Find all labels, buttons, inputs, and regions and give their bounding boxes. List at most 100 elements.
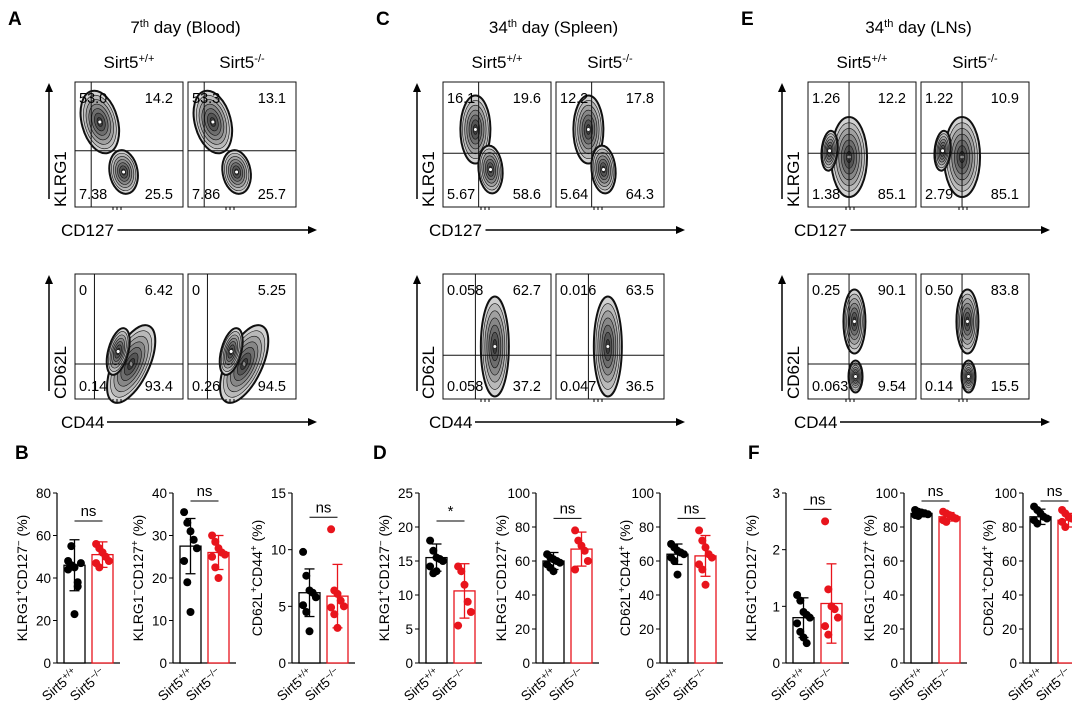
- data-point-wt: [796, 596, 805, 605]
- quadrant-value-upper-left: 0.016: [560, 283, 596, 299]
- data-point-ko: [211, 537, 220, 546]
- data-point-wt: [438, 557, 447, 565]
- x-axis-label: CD127: [429, 221, 482, 240]
- y-axis-label: CD62L: [784, 346, 803, 399]
- flow-plot-top: 16.1 19.6 5.67 58.6: [442, 81, 552, 210]
- population-contour: [192, 89, 234, 155]
- significance-label: ns: [197, 483, 213, 500]
- quadrant-value-upper-left: 1.26: [812, 91, 840, 107]
- population-contour: [592, 295, 623, 398]
- data-point-ko: [214, 574, 223, 582]
- data-point-ko: [824, 585, 833, 594]
- population-contour: [79, 89, 121, 155]
- quadrant-value-upper-left: 12.2: [560, 91, 588, 107]
- data-point-ko: [951, 514, 960, 523]
- data-point-ko: [457, 567, 466, 576]
- population-contour: [221, 149, 252, 195]
- quadrant-value-lower-right: 9.54: [878, 379, 906, 395]
- significance-label: ns: [1047, 483, 1063, 500]
- data-point-wt: [802, 639, 811, 648]
- y-tick-label: 10: [398, 588, 413, 603]
- y-tick-label: 20: [883, 622, 898, 637]
- quadrant-value-upper-right: 13.1: [258, 91, 286, 107]
- flow-plot-bottom: 0.016 63.5 0.047 36.5: [555, 273, 665, 402]
- data-point-ko: [333, 623, 342, 632]
- data-point-wt: [923, 510, 932, 519]
- data-point-ko: [942, 517, 951, 526]
- arrow-head-icon: [413, 83, 421, 92]
- quadrant-value-upper-left: 53.3: [192, 91, 220, 107]
- data-point-ko: [571, 526, 580, 535]
- data-point-wt: [679, 550, 688, 559]
- y-tick-label: 3: [772, 486, 780, 501]
- genotype-label: Sirt5-/-: [219, 53, 265, 72]
- bar-wt: [666, 553, 689, 664]
- data-point-wt: [64, 565, 73, 574]
- data-point-wt: [311, 593, 320, 602]
- data-point-wt: [186, 527, 195, 536]
- y-tick-label: 20: [398, 520, 413, 535]
- quadrant-value-lower-right: 94.5: [258, 379, 286, 395]
- y-tick-label: 25: [398, 486, 413, 501]
- significance-label: ns: [316, 499, 332, 516]
- data-point-ko: [1061, 523, 1070, 531]
- data-point-ko: [707, 553, 716, 562]
- quadrant-value-upper-right: 5.25: [258, 283, 286, 299]
- y-axis-title: CD62L+CD44+ (%): [249, 520, 266, 637]
- data-point-ko: [95, 563, 104, 572]
- genotype-label: Sirt5+/+: [837, 53, 888, 72]
- bar-ko: [1057, 519, 1072, 664]
- y-tick-label: 15: [271, 486, 286, 501]
- y-axis-title: KLRG1+CD127− (%): [743, 515, 760, 642]
- data-point-ko: [211, 563, 220, 572]
- quadrant-value-lower-right: 25.7: [258, 187, 286, 203]
- y-tick-label: 80: [883, 520, 898, 535]
- flow-plot-bottom: 0.058 62.7 0.058 37.2: [442, 273, 552, 402]
- arrow-head-icon: [45, 83, 53, 92]
- data-point-wt: [302, 608, 311, 616]
- data-point-wt: [180, 508, 189, 517]
- arrow-head-icon: [778, 83, 786, 92]
- quadrant-value-lower-right: 15.5: [991, 379, 1019, 395]
- quadrant-value-lower-left: 0.26: [192, 379, 220, 395]
- data-point-ko: [571, 565, 580, 574]
- bar-ko: [938, 516, 961, 664]
- data-point-wt: [429, 546, 438, 555]
- quadrant-value-lower-left: 7.86: [192, 187, 220, 203]
- population-contour: [960, 359, 977, 394]
- quadrant-value-lower-right: 85.1: [878, 187, 906, 203]
- quadrant-value-upper-left: 0: [192, 283, 200, 299]
- data-point-ko: [463, 597, 472, 606]
- data-point-ko: [821, 622, 830, 631]
- data-point-wt: [432, 567, 441, 576]
- y-tick-label: 0: [1009, 656, 1017, 671]
- population-contour: [105, 327, 131, 376]
- significance-label: ns: [810, 491, 826, 508]
- bar-ko: [91, 553, 114, 664]
- y-axis-title: CD62L+CD44+ (%): [980, 520, 997, 637]
- data-point-wt: [1042, 514, 1051, 523]
- significance-label: ns: [684, 500, 700, 517]
- data-point-wt: [183, 518, 192, 527]
- panel-letter-f: F: [748, 443, 760, 464]
- quadrant-value-upper-right: 19.6: [513, 91, 541, 107]
- data-point-wt: [67, 542, 76, 551]
- y-tick-label: 80: [36, 486, 51, 501]
- population-contour: [842, 288, 867, 355]
- y-tick-label: 80: [1002, 520, 1017, 535]
- significance-label: ns: [928, 483, 944, 500]
- x-axis-label: CD44: [794, 413, 837, 432]
- population-contour: [572, 94, 605, 165]
- data-point-ko: [580, 546, 589, 555]
- y-tick-label: 0: [405, 656, 413, 671]
- quadrant-value-lower-right: 93.4: [145, 379, 173, 395]
- quadrant-value-upper-left: 16.1: [447, 91, 475, 107]
- genotype-label: Sirt5+/+: [104, 53, 155, 72]
- panel-letter-a: A: [8, 9, 22, 30]
- y-tick-label: 40: [883, 588, 898, 603]
- data-point-wt: [70, 563, 79, 572]
- x-axis-label: CD44: [429, 413, 472, 432]
